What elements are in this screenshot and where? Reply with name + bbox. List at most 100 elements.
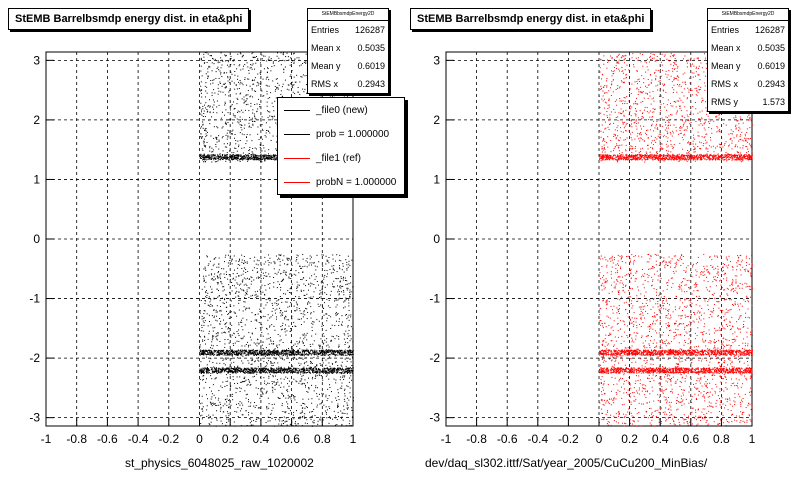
data-point — [331, 363, 333, 365]
data-point — [204, 266, 206, 268]
data-point — [230, 316, 232, 318]
data-point — [213, 310, 215, 312]
data-point — [351, 379, 353, 381]
data-point — [242, 159, 244, 161]
data-point — [313, 291, 315, 293]
data-point — [309, 258, 311, 260]
data-point — [226, 119, 228, 121]
data-point — [226, 294, 228, 296]
data-point — [311, 415, 313, 417]
data-point — [201, 96, 203, 98]
data-point — [217, 272, 219, 274]
data-point — [251, 158, 253, 160]
data-point — [231, 152, 233, 154]
data-point — [256, 157, 258, 159]
data-point — [319, 351, 321, 353]
data-point — [208, 156, 210, 158]
data-point — [234, 147, 236, 149]
data-point — [324, 352, 326, 354]
data-point — [254, 351, 256, 353]
data-point — [216, 335, 218, 337]
data-point — [251, 154, 253, 156]
data-point — [304, 383, 306, 385]
data-point — [273, 353, 275, 355]
data-point — [258, 342, 260, 344]
data-point — [220, 350, 222, 352]
data-point — [246, 291, 248, 293]
data-point — [228, 351, 230, 353]
data-point — [291, 84, 293, 86]
data-point — [286, 257, 288, 259]
data-point — [307, 353, 309, 355]
data-point — [273, 154, 275, 156]
data-point — [229, 109, 231, 111]
data-point — [214, 351, 216, 353]
data-point — [221, 158, 223, 160]
data-point — [301, 76, 303, 78]
data-point — [287, 306, 289, 308]
data-point — [267, 117, 269, 119]
data-point — [282, 322, 284, 324]
data-point — [251, 88, 253, 90]
data-point — [267, 351, 269, 353]
data-point — [296, 309, 298, 311]
data-point — [269, 300, 271, 302]
data-point — [234, 70, 236, 72]
data-point — [243, 284, 245, 286]
data-point — [220, 117, 222, 119]
data-point — [220, 353, 222, 355]
data-point — [264, 294, 266, 296]
data-point — [206, 108, 208, 110]
data-point — [254, 79, 256, 81]
data-point — [203, 335, 205, 337]
data-point — [270, 340, 272, 342]
data-point — [246, 319, 248, 321]
data-point — [216, 354, 218, 356]
data-point — [213, 298, 215, 300]
data-point — [319, 403, 321, 405]
data-point — [352, 353, 354, 355]
data-point — [237, 407, 239, 409]
data-point — [219, 306, 221, 308]
data-point — [281, 405, 283, 407]
data-point — [219, 295, 221, 297]
data-point — [342, 350, 344, 352]
data-point — [203, 113, 205, 115]
data-point — [281, 353, 283, 355]
data-point — [204, 155, 206, 157]
data-point — [224, 55, 226, 57]
data-point — [265, 299, 267, 301]
data-point — [254, 120, 256, 122]
data-point — [306, 348, 308, 350]
data-point — [259, 351, 261, 353]
data-point — [289, 292, 291, 294]
data-point — [211, 352, 213, 354]
data-point — [289, 423, 291, 425]
data-point — [200, 85, 202, 87]
data-point — [326, 313, 328, 315]
data-point — [206, 52, 208, 54]
data-point — [270, 360, 272, 362]
data-point — [266, 105, 268, 107]
data-point — [319, 353, 321, 355]
data-point — [258, 354, 260, 356]
data-point — [253, 342, 255, 344]
data-point — [213, 258, 215, 260]
data-point — [247, 383, 249, 385]
data-point — [248, 351, 250, 353]
data-point — [285, 301, 287, 303]
data-point — [241, 408, 243, 410]
data-point — [347, 347, 349, 349]
data-point — [211, 378, 213, 380]
data-point — [337, 405, 339, 407]
data-point — [256, 350, 258, 352]
data-point — [225, 109, 227, 111]
data-point — [252, 123, 254, 125]
data-point — [205, 82, 207, 84]
data-point — [241, 157, 243, 159]
data-point — [319, 347, 321, 349]
data-point — [260, 345, 262, 347]
data-point — [288, 59, 290, 61]
data-point — [275, 375, 277, 377]
data-point — [261, 58, 263, 60]
